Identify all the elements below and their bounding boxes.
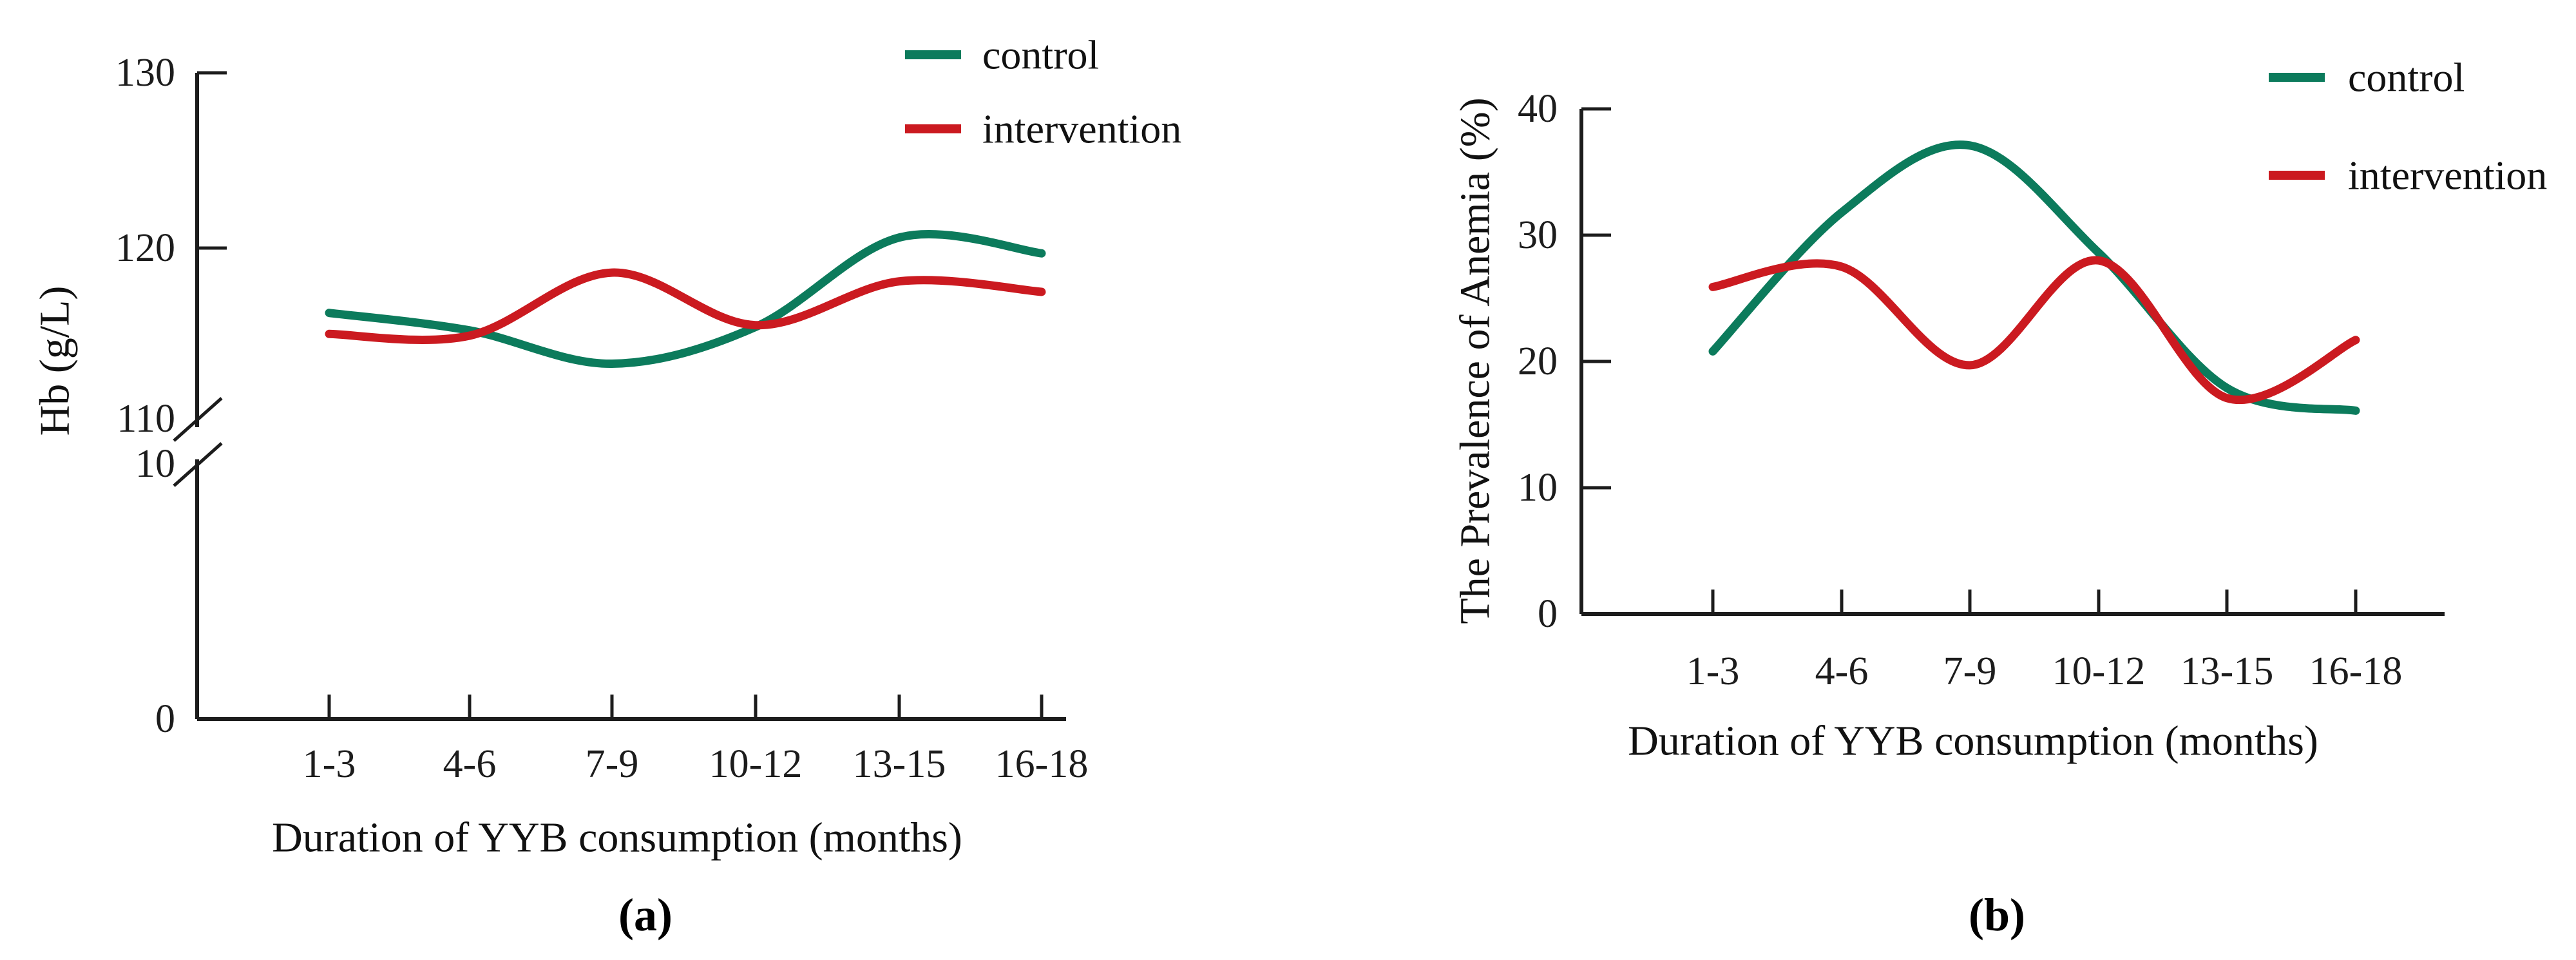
chart-a-x-tick-label: 7-9 bbox=[586, 742, 639, 786]
chart-b-plot: 1-3 4-6 7-9 10-12 13-15 16-18 40 30 20 10 0 bbox=[1518, 87, 2402, 693]
chart-b-x-tick-label: 4-6 bbox=[1815, 649, 1869, 693]
chart-a-intervention-line bbox=[325, 268, 1046, 344]
chart-a-y-tick-label: 0 bbox=[155, 697, 175, 741]
caption-a: (a) bbox=[618, 889, 673, 941]
chart-b-y-tick-label: 40 bbox=[1518, 87, 1558, 131]
chart-a-y-tick-label: 130 bbox=[115, 51, 175, 95]
legend-control-label-a: control bbox=[982, 32, 1099, 78]
chart-b-x-tick-label: 10-12 bbox=[2052, 649, 2146, 693]
chart-b-legend: control intervention bbox=[2269, 55, 2547, 198]
chart-a-x-tick-label: 13-15 bbox=[853, 742, 946, 786]
chart-b-y-tick-label: 0 bbox=[1538, 592, 1558, 636]
legend-intervention-label-a: intervention bbox=[982, 106, 1181, 152]
chart-b-y-tick-label: 10 bbox=[1518, 466, 1558, 510]
chart-b-intervention-line bbox=[1708, 256, 2360, 404]
chart-a-x-axis-title: Duration of YYB consumption (months) bbox=[272, 814, 962, 861]
chart-a-y-ticks bbox=[197, 71, 227, 250]
chart-a-x-tick-label: 10-12 bbox=[709, 742, 803, 786]
axis-break-slash-upper bbox=[173, 397, 223, 442]
chart-b-x-tick-label: 13-15 bbox=[2180, 649, 2274, 693]
chart-a-x-tick-label: 16-18 bbox=[995, 742, 1089, 786]
chart-a-x-tick-label: 4-6 bbox=[443, 742, 497, 786]
chart-a-y-axis-title: Hb (g/L) bbox=[32, 286, 79, 436]
chart-b-y-tick-label: 20 bbox=[1518, 340, 1558, 383]
legend-intervention-label-b: intervention bbox=[2348, 153, 2547, 198]
axis-break-slash-lower bbox=[173, 442, 223, 487]
chart-b-y-tick-label: 30 bbox=[1518, 213, 1558, 257]
legend-control-label-b: control bbox=[2348, 55, 2465, 101]
chart-b-y-ticks bbox=[1581, 107, 1611, 490]
chart-b-x-tick-label: 1-3 bbox=[1686, 649, 1740, 693]
chart-a-control-line bbox=[325, 230, 1046, 369]
chart-b-control-line bbox=[1708, 140, 2360, 415]
chart-b-x-axis-title: Duration of YYB consumption (months) bbox=[1628, 718, 2318, 765]
chart-b-x-tick-label: 16-18 bbox=[2309, 649, 2403, 693]
chart-a-x-tick-label: 1-3 bbox=[303, 742, 356, 786]
chart-a-legend: control intervention bbox=[905, 32, 1181, 152]
chart-b-x-tick-label: 7-9 bbox=[1943, 649, 1997, 693]
chart-b-y-axis-title: The Prevalence of Anemia (%) bbox=[1452, 97, 1499, 624]
chart-a-y-tick-label: 120 bbox=[115, 226, 175, 270]
chart-a-y-tick-label: 10 bbox=[135, 442, 175, 486]
chart-a: Hb (g/L) Duration of YYB consumption (mo… bbox=[32, 32, 1182, 941]
chart-b: The Prevalence of Anemia (%) Duration of… bbox=[1452, 55, 2548, 941]
chart-a-y-tick-label: 110 bbox=[117, 397, 175, 441]
caption-b: (b) bbox=[1969, 889, 2025, 941]
